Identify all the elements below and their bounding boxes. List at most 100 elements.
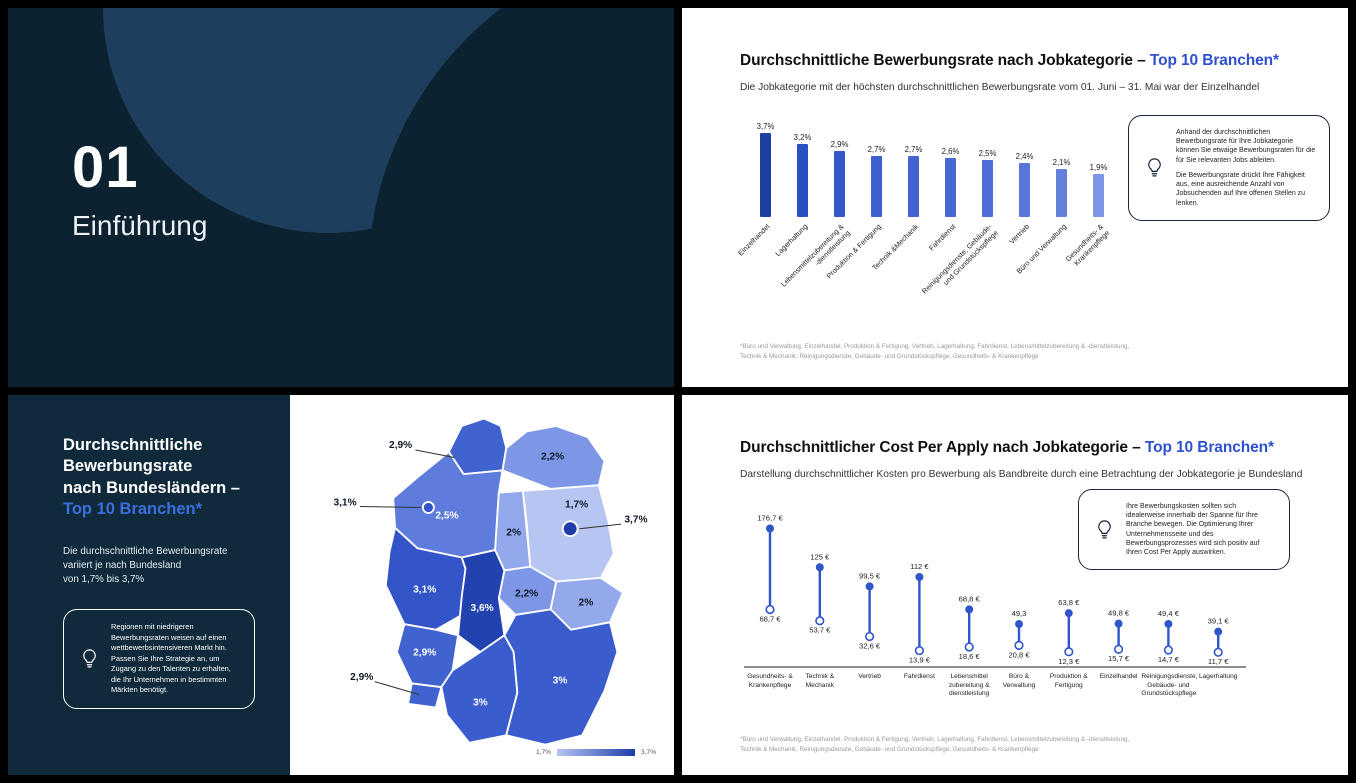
dumbbell-max-dot [915, 573, 924, 581]
slide-title-main: Durchschnittliche Bewerbungsrate nach Jo… [740, 52, 1146, 69]
slide-intro: 01 Einführung [8, 8, 674, 387]
bar-category-label: Fahrdienst [926, 222, 957, 253]
map-pointer-line [359, 506, 422, 508]
map-region [503, 608, 619, 746]
dumbbell-category-axis: Gesundheits- & Krankenpflege Technik & Me… [682, 673, 1348, 718]
bar-chart: 3,7% 3,2% 2,9% 2,7% 2,7% 2,6% 2,5% 2,4% 2,1% 1,9%… [736, 120, 1117, 350]
map-value-label: 3% [473, 698, 488, 709]
dumbbell-category-label: Einzelhandel [1099, 673, 1138, 680]
tip-callout: Anhand der durchschnittlichen Bewerbungs… [1128, 115, 1330, 221]
map-value-label: 2% [506, 527, 521, 538]
bar [760, 133, 771, 217]
map-value-label: 2,9% [389, 440, 412, 451]
dumbbell-min-dot [1014, 640, 1024, 650]
map-value-label: 2,2% [541, 451, 564, 462]
footnote: *Büro und Verwaltung, Einzelhandel, Prod… [740, 735, 1129, 755]
tip-text: Regionen mit niedrigeren Bewerbungsraten… [111, 622, 241, 696]
legend-max-label: 3,7% [641, 749, 657, 756]
slide-cost-per-apply: Durchschnittlicher Cost Per Apply nach J… [682, 395, 1348, 775]
dumbbell-max-label: 49,3 [1012, 609, 1027, 618]
bar-value-label: 3,7% [756, 122, 775, 131]
bar-value-label: 1,9% [1089, 162, 1108, 172]
dumbbell-min-dot [1114, 644, 1124, 654]
dumbbell-max-label: 39,1 € [1208, 617, 1230, 626]
dumbbell-max-label: 125 € [810, 552, 830, 561]
map-value-label: 2,5% [435, 511, 458, 522]
slide-application-rate-by-category: Durchschnittliche Bewerbungsrate nach Jo… [682, 8, 1348, 387]
lightbulb-icon [1142, 156, 1166, 179]
map-region [501, 425, 606, 490]
bar-value-label: 2,5% [978, 149, 997, 159]
map-region [457, 549, 506, 653]
dumbbell-max-dot [1064, 609, 1073, 618]
slide-subtitle: Die durchschnittliche Bewerbungsrate var… [63, 546, 228, 586]
dumbbell-min-dot [1064, 647, 1074, 657]
bar-column: 2,6% [932, 147, 969, 217]
bar-column: 2,5% [969, 149, 1006, 217]
dumbbell-min-dot [865, 631, 875, 642]
map-region [407, 682, 443, 709]
map-value-label: 2,2% [515, 588, 538, 599]
dumbbell-min-dot [964, 642, 974, 652]
bar [871, 155, 882, 217]
dumbbell-min-label: 20,8 € [1008, 650, 1030, 659]
lightbulb-icon [1092, 518, 1116, 541]
dumbbell-chart: 176,7 € 68,7 € 125 € 53,7 € 99,5 € 32,6 € 112 … [744, 513, 1246, 668]
map-legend: 1,7% 3,7% [536, 749, 656, 756]
section-title: Einführung [72, 210, 208, 241]
dumbbell-max-dot [1164, 619, 1173, 628]
tip-paragraph: Regionen mit niedrigeren Bewerbungsraten… [111, 622, 231, 695]
footnote: *Büro und Verwaltung, Einzelhandel, Prod… [740, 342, 1129, 362]
dumbbell-min-dot [914, 645, 924, 656]
bar-column: 2,7% [858, 145, 895, 217]
bar-column: 2,7% [895, 145, 932, 217]
footnote-line: *Büro und Verwaltung, Einzelhandel, Prod… [740, 343, 1130, 350]
map-value-label: 3,1% [333, 498, 356, 509]
dumbbell: 63,8 € 12,3 € [1058, 598, 1080, 666]
map-value-label: 2,9% [350, 672, 373, 683]
dumbbell-category-label: Lagerhaltung [1198, 673, 1238, 680]
dumbbell: 49,8 € 15,7 € [1108, 609, 1130, 664]
bar [1093, 173, 1104, 217]
dumbbell-max-label: 99,5 € [859, 571, 881, 580]
map-region [561, 520, 579, 538]
dumbbell-max-dot [865, 582, 874, 591]
dumbbell-max-label: 112 € [910, 562, 929, 571]
bar-category-label: Gesundheits- & Krankenpflege [1063, 222, 1112, 268]
dumbbell-max-dot [1214, 627, 1223, 636]
dumbbell-min-label: 13,9 € [909, 656, 931, 665]
dumbbell-max-label: 176,7 € [757, 513, 783, 522]
dumbbell: 99,5 € 32,6 € [859, 571, 881, 650]
slide-title-main: Durchschnittliche Bewerbungsrate nach Bu… [63, 436, 240, 497]
dumbbell-max-label: 68,8 € [959, 594, 981, 603]
germany-choropleth-map: 2,9% 2,2% 2,5% 3,1% 2% 1,7% 3,7% 2,2% 2% 3,1% 3,6%… [333, 417, 648, 746]
dumbbell: 49,3 20,8 € [1008, 609, 1030, 659]
dumbbell-min-dot [1213, 647, 1223, 657]
tip-callout: Ihre Bewerbungskosten sollten sich ideal… [1078, 489, 1290, 571]
map-value-label: 3,6% [471, 603, 494, 614]
bar [1056, 169, 1067, 217]
bar [834, 151, 845, 217]
bar-category-label: Lagerhaltung [772, 222, 809, 259]
slide-title-highlight: Top 10 Branchen* [1140, 439, 1274, 456]
map-region [384, 526, 467, 631]
slide-subtitle: Die Jobkategorie mit der höchsten durchs… [740, 82, 1260, 93]
map-pointer-line [415, 449, 455, 458]
footnote-line: *Büro und Verwaltung, Einzelhandel, Prod… [740, 736, 1130, 743]
map-region [421, 500, 435, 514]
dumbbell-max-dot [1015, 620, 1023, 629]
dumbbell-min-dot [765, 604, 775, 615]
dumbbell-category-label: Gesundheits- & Krankenpflege [747, 673, 793, 689]
dumbbell-category-label: Produktion & Fertigung [1049, 673, 1088, 689]
dark-side-panel [8, 395, 290, 775]
map-value-label: 3,1% [413, 585, 436, 596]
bar-chart-plot: 3,7% 3,2% 2,9% 2,7% 2,7% 2,6% 2,5% 2,4% 2,1% 1,9% [747, 120, 1117, 217]
section-number: 01 [72, 135, 139, 200]
map-value-label: 1,7% [565, 499, 588, 510]
dumbbell-max-dot [965, 605, 974, 614]
map-labels: 2,9% 2,2% 2,5% 3,1% 2% 1,7% 3,7% 2,2% 2% 3,1% 3,6%… [333, 440, 647, 709]
slide-application-rate-by-state: Durchschnittliche Bewerbungsrate nach Bu… [8, 395, 674, 775]
slide-title-highlight: Top 10 Branchen* [1145, 52, 1279, 69]
bar-value-label: 3,2% [793, 133, 812, 143]
dumbbell-max-label: 49,8 € [1108, 609, 1130, 618]
